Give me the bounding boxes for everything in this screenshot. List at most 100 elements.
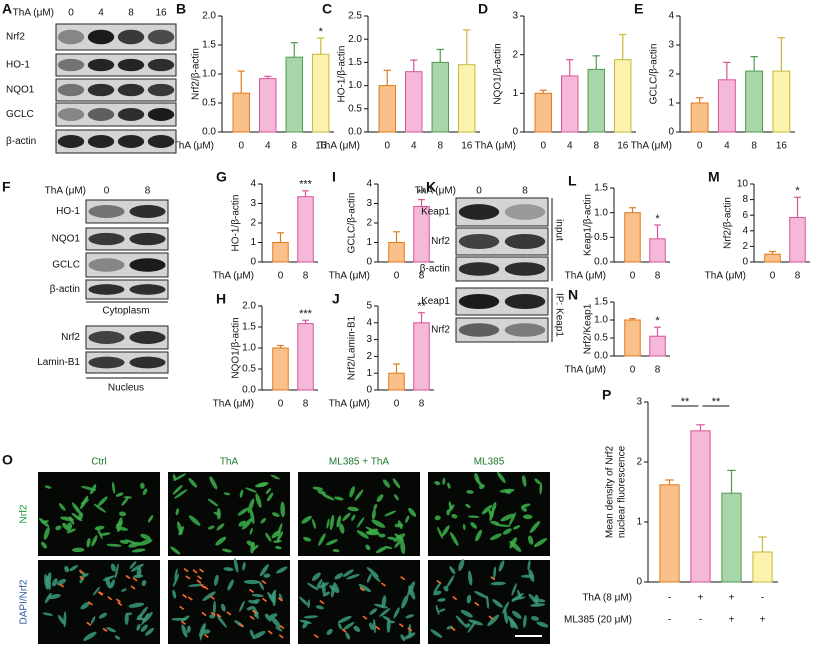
cell <box>489 509 495 522</box>
cell <box>271 512 280 517</box>
y-tick-label: 5 <box>366 301 372 312</box>
cell <box>48 594 61 599</box>
cell <box>530 603 546 607</box>
cell <box>207 498 219 507</box>
bar <box>458 64 476 133</box>
cell <box>260 517 267 524</box>
arrow <box>79 569 84 574</box>
blot-band <box>88 232 125 246</box>
y-tick-label: 1 <box>512 88 518 99</box>
cell <box>401 595 409 609</box>
cell <box>213 600 216 615</box>
x-axis-label: ThA (μM) <box>705 271 746 282</box>
cell <box>393 607 400 619</box>
cell <box>215 536 227 546</box>
cell <box>55 525 62 531</box>
arrow <box>197 575 203 580</box>
cell <box>221 548 232 553</box>
y-tick-label: 1 <box>366 368 372 379</box>
y-tick-label: 3 <box>636 397 642 408</box>
cell <box>111 481 116 494</box>
blot-section-label: Cytoplasm <box>102 306 149 317</box>
cell <box>392 478 401 489</box>
cell <box>188 477 198 488</box>
blot-band <box>504 233 546 250</box>
cell <box>467 570 473 586</box>
cell <box>140 533 151 540</box>
bar <box>259 78 277 133</box>
blot-band <box>87 108 115 121</box>
y-tick-label: 0.5 <box>202 98 216 109</box>
cell <box>528 569 535 582</box>
cell <box>275 626 283 632</box>
lane-label: 8 <box>522 186 528 197</box>
condition-label: ML385 (20 μM) <box>564 615 632 626</box>
cell <box>56 578 67 586</box>
cell <box>331 583 336 598</box>
y-tick-label: 1.0 <box>242 343 256 354</box>
lane-label: 4 <box>98 8 104 19</box>
cell <box>202 591 216 601</box>
x-tick-label: 0 <box>278 399 284 410</box>
blot-row-label: Nrf2 <box>431 236 450 247</box>
y-tick-label: 0.5 <box>348 103 362 114</box>
y-tick-label: 10 <box>737 179 749 190</box>
blot-band <box>129 205 166 218</box>
arrow <box>199 568 204 573</box>
cell <box>523 514 533 520</box>
cell <box>371 509 376 520</box>
cell <box>496 471 506 484</box>
x-tick-label: 8 <box>419 271 425 282</box>
blot-row-label: Nrf2 <box>6 32 25 43</box>
cell <box>508 512 517 526</box>
cell <box>128 602 145 608</box>
cell <box>372 618 376 634</box>
y-tick-label: 0.5 <box>242 364 256 375</box>
cell <box>326 518 330 529</box>
blot-band <box>129 258 166 272</box>
cell <box>71 502 82 515</box>
y-axis-label: HO-1/β-actin <box>337 46 348 103</box>
cell <box>243 579 260 585</box>
cell <box>129 561 137 569</box>
micrograph <box>428 471 550 556</box>
blot-header: ThA (μM) <box>45 186 86 197</box>
cell <box>96 526 103 540</box>
cell <box>334 496 344 501</box>
condition-sign: + <box>760 615 766 626</box>
cell <box>539 482 543 495</box>
blot-row-label: β-actin <box>50 284 80 295</box>
cell <box>147 515 154 523</box>
cell <box>354 489 364 501</box>
cell <box>434 481 441 486</box>
x-tick-label: 8 <box>291 141 297 152</box>
cell <box>71 512 83 522</box>
cell <box>275 546 282 550</box>
panel-letter: H <box>216 291 226 307</box>
cell <box>351 514 356 521</box>
cell <box>247 498 255 514</box>
blot-band <box>129 284 166 295</box>
arrow <box>238 622 244 627</box>
arrow <box>97 591 103 596</box>
blot-band <box>88 258 125 272</box>
cell <box>394 539 403 548</box>
cell <box>455 615 466 627</box>
x-tick-label: 4 <box>724 141 730 152</box>
blot-row-label: Lamin-B1 <box>37 357 80 368</box>
x-tick-label: 0 <box>384 141 390 152</box>
cell <box>307 582 319 591</box>
cell <box>258 581 265 591</box>
blot-row-label: β-actin <box>6 136 36 147</box>
panel-letter: K <box>426 179 436 195</box>
cell <box>57 614 65 625</box>
cell <box>405 614 415 619</box>
cell <box>269 613 278 619</box>
cell <box>41 520 49 524</box>
cell <box>131 548 146 553</box>
arrow <box>115 598 121 603</box>
y-axis-label: GCLC/β-actin <box>649 44 660 105</box>
cell <box>339 523 345 534</box>
cell <box>493 566 497 579</box>
y-tick-label: 3 <box>366 334 372 345</box>
